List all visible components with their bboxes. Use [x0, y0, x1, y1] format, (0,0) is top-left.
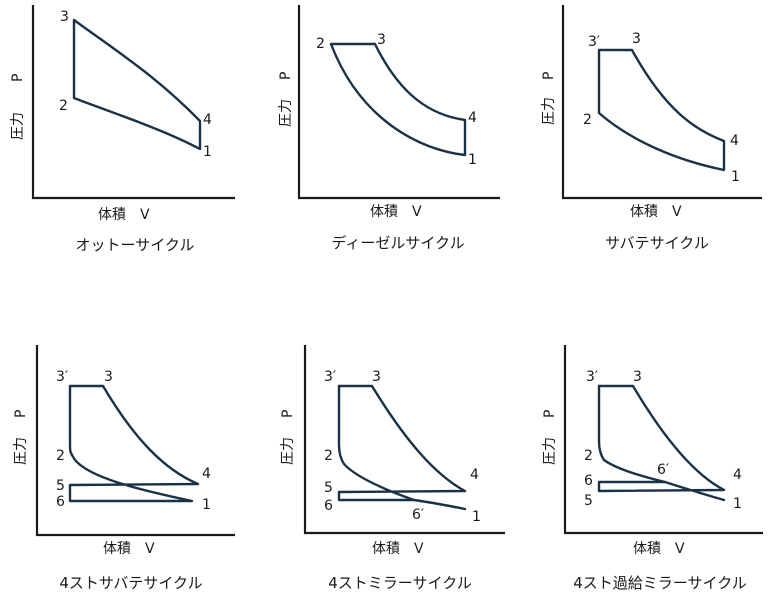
axis-frame: [297, 5, 500, 200]
point-label: 6′: [657, 462, 669, 478]
axis-frame: [35, 345, 235, 537]
point-label: 4: [203, 112, 212, 128]
point-label: 1: [731, 169, 740, 185]
point-label: 4: [733, 467, 742, 483]
point-label: 1: [472, 509, 481, 525]
cycle-curve: [68, 384, 200, 503]
panel-diesel-cycle: 圧力 P 体積 V 2 3 4 1 ディーゼルサイクル: [278, 5, 500, 252]
point-label: 2: [584, 448, 593, 464]
x-axis-label: 体積 V: [98, 207, 150, 223]
cycle-curve: [337, 384, 467, 511]
point-label: 6′: [412, 507, 424, 523]
point-label: 2: [59, 98, 68, 114]
point-label: 1: [203, 144, 212, 160]
y-axis-symbol: P: [278, 72, 294, 80]
point-label: 2: [583, 112, 592, 128]
point-label: 2: [316, 36, 325, 52]
y-axis-symbol: P: [541, 72, 557, 80]
diagram-title: サバテサイクル: [605, 234, 709, 252]
point-label: 1: [468, 152, 477, 168]
axis-frame: [561, 5, 762, 200]
point-label: 3′: [324, 369, 336, 385]
x-axis-label: 体積 V: [370, 204, 422, 220]
y-axis-label: 圧力: [10, 112, 26, 140]
cycle-curve: [597, 48, 726, 172]
y-axis-label: 圧力: [542, 437, 558, 465]
point-label: 3: [60, 9, 69, 25]
panel-4stroke-supercharged-miller-cycle: 圧力 P 体積 V 3′ 3 2 6′ 4 6 5 1 4スト過給ミラーサイクル: [542, 345, 763, 592]
y-axis-label: 圧力: [278, 99, 294, 127]
x-axis-label: 体積 V: [630, 204, 682, 220]
y-axis-symbol: P: [542, 410, 558, 418]
y-axis-label: 圧力: [13, 437, 29, 465]
diagram-title: 4ストサバテサイクル: [59, 574, 202, 592]
cycle-curve: [597, 384, 726, 502]
point-label: 3: [372, 369, 381, 385]
point-label: 4: [468, 110, 477, 126]
point-label: 5: [324, 480, 333, 496]
y-axis-symbol: P: [13, 410, 29, 418]
point-label: 3: [633, 369, 642, 385]
diagram-title: ディーゼルサイクル: [331, 234, 464, 252]
y-axis-label: 圧力: [541, 97, 557, 125]
point-label: 1: [202, 497, 211, 513]
compression-curve: [597, 384, 667, 484]
x-axis-label: 体積 V: [103, 541, 155, 557]
compression-curve: [337, 384, 416, 502]
panel-4stroke-sabathe-cycle: 圧力 P 体積 V 3′ 3 2 4 5 6 1 4ストサバテサイクル: [13, 345, 235, 592]
diagram-title: 4スト過給ミラーサイクル: [573, 574, 747, 592]
axis-frame: [31, 5, 235, 200]
cycle-curve: [329, 42, 467, 157]
y-axis-label: 圧力: [280, 437, 296, 465]
y-axis-symbol: P: [10, 74, 26, 82]
point-label: 3: [104, 369, 113, 385]
point-label: 3′: [56, 369, 68, 385]
diagram-title: オットーサイクル: [76, 236, 195, 254]
point-label: 3: [377, 32, 386, 48]
panel-sabathe-cycle: 圧力 P 体積 V 3′ 3 2 4 1 サバテサイクル: [541, 5, 762, 252]
point-label: 5: [56, 478, 65, 494]
point-label: 6: [584, 473, 593, 489]
panel-4stroke-miller-cycle: 圧力 P 体積 V 3′ 3 2 4 5 6 1 6′ 4ストミラーサイクル: [280, 345, 505, 592]
point-label: 6: [324, 498, 333, 514]
point-label: 3: [632, 31, 641, 47]
point-label: 3′: [586, 369, 598, 385]
point-label: 4: [470, 467, 479, 483]
axis-frame: [563, 345, 763, 535]
point-label: 1: [733, 496, 742, 512]
panel-otto-cycle: 圧力 P 体積 V 3 2 4 1 オットーサイクル: [10, 5, 235, 254]
point-label: 4: [730, 133, 739, 149]
y-axis-symbol: P: [280, 410, 296, 418]
x-axis-label: 体積 V: [372, 541, 424, 557]
axis-frame: [303, 345, 505, 535]
diagram-title: 4ストミラーサイクル: [328, 574, 472, 592]
point-label: 2: [324, 448, 333, 464]
point-label: 4: [202, 466, 211, 482]
point-label: 6: [56, 494, 65, 510]
x-axis-label: 体積 V: [633, 541, 685, 557]
cycle-curve: [72, 18, 202, 151]
point-label: 2: [56, 448, 65, 464]
point-label: 3′: [588, 34, 600, 50]
point-label: 5: [584, 493, 593, 509]
